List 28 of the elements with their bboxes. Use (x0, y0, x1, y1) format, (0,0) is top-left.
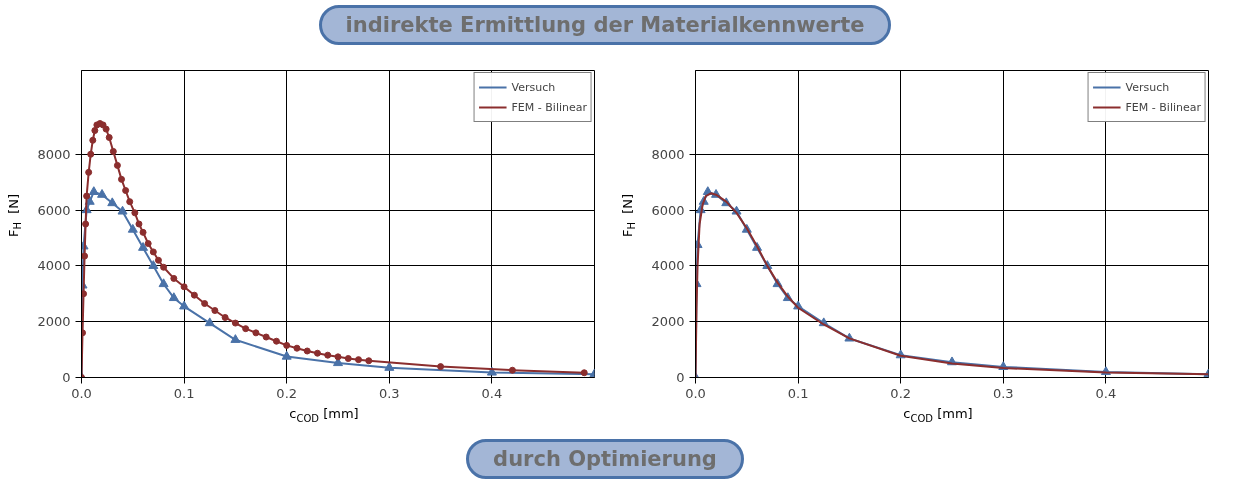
y-tick-label: 0 (676, 370, 685, 385)
legend-label: FEM - Bilinear (511, 100, 587, 114)
y-tick-label: 8000 (651, 146, 685, 162)
y-tick-label: 0 (62, 370, 71, 385)
x-tick-label: 0.2 (276, 385, 298, 401)
x-axis-title: c$_{COD}$ [mm] (902, 405, 974, 426)
x-axis-title: c$_{COD}$ [mm] (288, 405, 360, 426)
text: indirekte Ermittlung der Materialkennwerte (318, 5, 892, 45)
x-tick-label: 0.3 (378, 385, 400, 401)
x-tick-label: 0.1 (787, 385, 809, 401)
y-tick-label: 8000 (37, 146, 71, 162)
y-tick-label: 4000 (651, 258, 685, 274)
text: durch Optimierung (466, 439, 744, 479)
legend-label: Versuch (511, 80, 556, 94)
y-tick-label: 2000 (37, 314, 71, 330)
x-tick-label: 0.0 (685, 385, 706, 401)
x-tick-label: 0.2 (890, 385, 912, 401)
x-tick-label: 0.4 (481, 385, 503, 401)
legend-label: Versuch (1125, 80, 1170, 94)
x-tick-label: 0.3 (992, 385, 1014, 401)
y-tick-label: 2000 (651, 314, 685, 330)
x-tick-label: 0.0 (71, 385, 92, 401)
x-tick-label: 0.1 (173, 385, 195, 401)
y-tick-label: 4000 (37, 258, 71, 274)
legend-label: FEM - Bilinear (1125, 100, 1201, 114)
y-tick-label: 6000 (37, 202, 71, 218)
x-tick-label: 0.4 (1095, 385, 1117, 401)
y-tick-label: 6000 (651, 202, 685, 218)
